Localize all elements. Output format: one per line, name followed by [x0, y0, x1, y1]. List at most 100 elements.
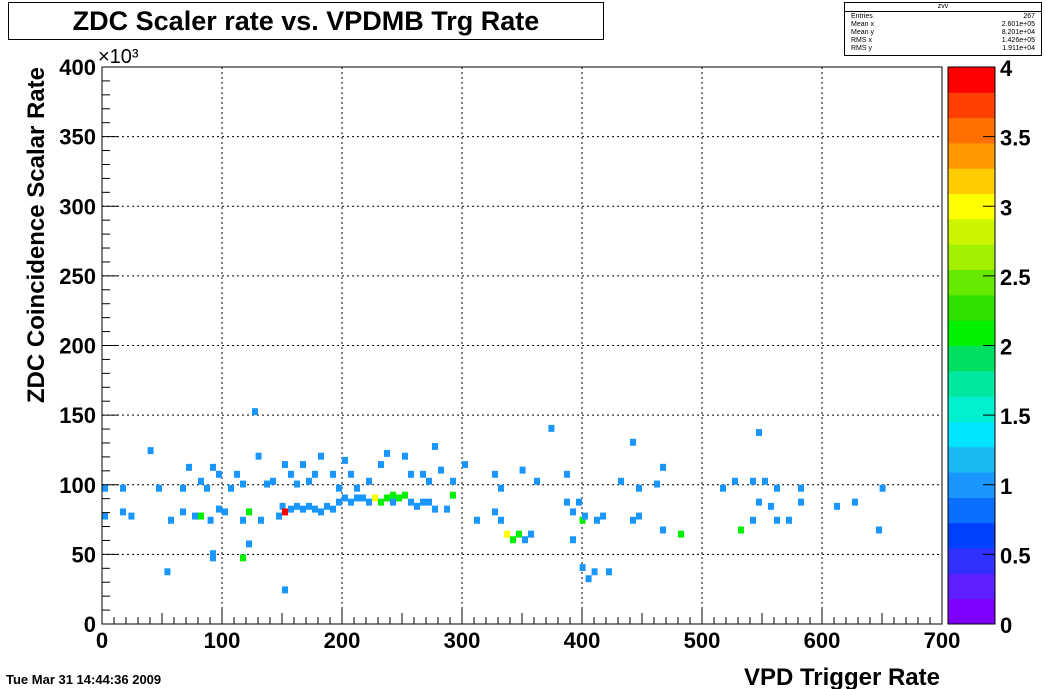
x-tick-label: 100 — [204, 628, 241, 653]
heatmap-bin — [210, 550, 216, 558]
heatmap-bin — [186, 463, 192, 471]
heatmap-bin — [756, 429, 762, 437]
y-tick-label: 100 — [59, 473, 96, 498]
heatmap-bin — [378, 461, 384, 469]
y-tick-label: 250 — [59, 264, 96, 289]
colorbar-segment — [948, 67, 995, 93]
heatmap-bin — [570, 508, 576, 516]
y-axis-label: ZDC Coincidence Scalar Rate — [23, 67, 50, 403]
x-tick-label: 200 — [324, 628, 361, 653]
colorbar-tick-label: 2 — [1000, 335, 1012, 360]
heatmap-bin — [600, 512, 606, 520]
heatmap-bin — [216, 505, 222, 513]
heatmap-bin — [420, 470, 426, 478]
stats-row: RMS y 1.911e+04 — [851, 45, 1035, 53]
heatmap-bin — [636, 484, 642, 492]
heatmap-bin — [156, 484, 162, 492]
heatmap-bin — [306, 502, 312, 510]
heatmap-bin — [342, 456, 348, 464]
heatmap-bin — [180, 484, 186, 492]
heatmap-bin — [756, 498, 762, 506]
colorbar-segment — [948, 548, 995, 574]
heatmap-bin — [798, 498, 804, 506]
colorbar-segment — [948, 573, 995, 600]
stats-value: 267 — [1023, 13, 1035, 20]
title-box — [8, 2, 604, 40]
heatmap-bin — [276, 512, 282, 520]
x-tick-label: 0 — [96, 628, 108, 653]
heatmap-bin — [216, 470, 222, 478]
heatmap-bin — [426, 498, 432, 506]
heatmap-bin — [585, 575, 592, 583]
heatmap-bin — [450, 491, 456, 499]
colorbar-segment — [948, 446, 995, 473]
colorbar-segment — [948, 370, 995, 397]
heatmap-bin — [510, 536, 516, 544]
heatmap-bin — [528, 530, 534, 538]
stats-rows: Entries 267 Mean x 2.601e+05 Mean y 8.201e+04… — [845, 12, 1041, 53]
y-tick-label: 400 — [59, 55, 96, 80]
colorbar-segment — [948, 218, 995, 245]
stats-value: 8.201e+04 — [1001, 29, 1035, 36]
heatmap-bin — [324, 502, 330, 510]
stats-value: 2.601e+05 — [1001, 21, 1035, 28]
heatmap-bin — [762, 477, 768, 485]
heatmap-bin — [408, 470, 414, 478]
y-tick-label: 150 — [59, 403, 96, 428]
heatmap-bin — [564, 470, 570, 478]
colorbar-segment — [948, 421, 995, 448]
heatmap-bin — [548, 424, 555, 432]
heatmap-bin — [198, 477, 204, 485]
heatmap-bin — [120, 484, 126, 492]
heatmap-bin — [438, 466, 444, 474]
heatmap-bin — [414, 502, 420, 510]
heatmap-bin — [732, 477, 738, 485]
heatmap-bin — [426, 477, 432, 485]
heatmap-bin — [492, 508, 498, 516]
stats-label: Mean x — [851, 21, 874, 28]
heatmap-bin — [147, 447, 154, 455]
heatmap-bin — [204, 484, 210, 492]
heatmap-bin — [591, 568, 598, 576]
heatmap-bin — [258, 516, 264, 524]
heatmap-bin — [372, 494, 378, 502]
colorbar-tick-label: 2.5 — [1000, 265, 1031, 290]
heatmap-bin — [876, 526, 882, 534]
heatmap-bin — [564, 498, 570, 506]
heatmap-bin — [300, 461, 306, 469]
heatmap-bin — [594, 516, 600, 524]
heatmap-bin — [246, 508, 252, 516]
heatmap-bin — [164, 568, 171, 576]
heatmap-bin — [348, 470, 354, 478]
heatmap-bin — [516, 530, 522, 538]
heatmap-bin — [198, 512, 204, 520]
heatmap-bin — [282, 461, 288, 469]
stats-row: Mean x 2.601e+05 — [851, 21, 1035, 29]
heatmap-bin — [288, 470, 294, 478]
heatmap-bin — [279, 502, 286, 510]
heatmap-bin — [228, 484, 234, 492]
heatmap-bin — [462, 461, 468, 469]
heatmap-bin — [330, 470, 336, 478]
heatmap-bin — [390, 491, 396, 499]
y-tick-label: 350 — [59, 125, 96, 150]
colorbar-segment — [948, 244, 995, 271]
heatmap-bin — [354, 484, 360, 492]
colorbar-segment — [948, 142, 995, 169]
heatmap-bin — [282, 586, 288, 594]
x-tick-label: 500 — [684, 628, 721, 653]
heatmap-bin — [750, 516, 756, 524]
heatmap-bin — [579, 564, 586, 572]
heatmap-bin — [750, 477, 756, 485]
stats-value: 1.911e+04 — [1002, 45, 1035, 52]
heatmap-bin — [738, 526, 744, 534]
heatmap-bin — [798, 484, 804, 492]
heatmap-bin — [246, 540, 252, 548]
heatmap-bin — [618, 477, 624, 485]
x-axis-label: VPD Trigger Rate — [744, 664, 940, 689]
heatmap-bin — [240, 554, 246, 562]
heatmap-bin — [270, 477, 276, 485]
heatmap-bin — [636, 512, 642, 520]
heatmap-bin — [342, 494, 348, 502]
colorbar-segment — [948, 320, 995, 346]
